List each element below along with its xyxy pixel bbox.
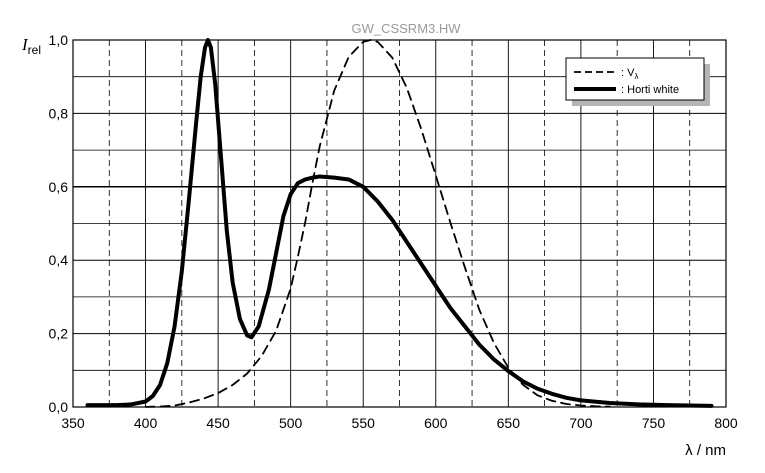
x-tick-label: 550 bbox=[352, 415, 376, 431]
y-tick-label: 1,0 bbox=[49, 32, 69, 48]
x-tick-label: 800 bbox=[714, 415, 738, 431]
y-axis-label-main: I bbox=[21, 35, 29, 54]
x-tick-labels: 350 400 450 500 550 600 650 700 750 800 bbox=[61, 415, 738, 431]
x-tick-label: 450 bbox=[206, 415, 230, 431]
x-tick-label: 400 bbox=[134, 415, 158, 431]
legend-box bbox=[565, 57, 705, 101]
y-tick-labels: 0,0 0,2 0,4 0,6 0,8 1,0 bbox=[49, 32, 69, 415]
grid-lines bbox=[73, 40, 726, 407]
plot-frame bbox=[72, 39, 727, 408]
y-tick-label: 0,4 bbox=[49, 252, 69, 268]
y-axis-label: Irel bbox=[21, 35, 41, 57]
legend-label-v-lambda: : Vλ bbox=[621, 67, 638, 81]
x-tick-label: 650 bbox=[497, 415, 521, 431]
legend-label-horti-white: : Horti white bbox=[621, 84, 679, 96]
x-tick-label: 600 bbox=[424, 415, 448, 431]
series-line-horti-white bbox=[85, 38, 714, 408]
x-tick-label: 750 bbox=[642, 415, 666, 431]
legend-horti-main: Horti white bbox=[627, 84, 679, 96]
x-tick-label: 350 bbox=[61, 415, 85, 431]
y-tick-label: 0,8 bbox=[49, 105, 69, 121]
y-tick-label: 0,0 bbox=[49, 399, 69, 415]
y-axis-label-sub: rel bbox=[28, 43, 41, 57]
x-axis-label: λ / nm bbox=[685, 442, 726, 459]
series-line-v-lambda bbox=[144, 39, 611, 408]
y-tick-label: 0,6 bbox=[49, 179, 69, 195]
x-tick-label: 700 bbox=[569, 415, 593, 431]
legend: : Vλ : Horti white bbox=[565, 57, 710, 106]
x-tick-label: 500 bbox=[279, 415, 303, 431]
legend-v-sub: λ bbox=[634, 72, 638, 81]
series-lines bbox=[85, 38, 714, 408]
y-tick-label: 0,2 bbox=[49, 326, 69, 342]
legend-v-main: V bbox=[627, 67, 635, 79]
chart-watermark: GW_CSSRM3.HW bbox=[351, 21, 461, 36]
